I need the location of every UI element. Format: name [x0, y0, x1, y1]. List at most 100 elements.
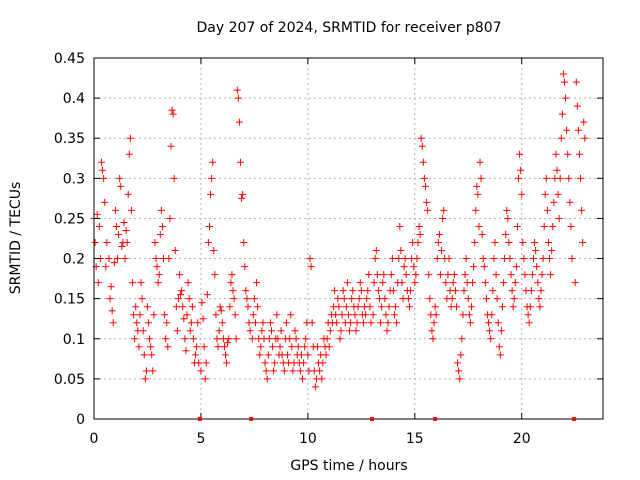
data-point [581, 134, 589, 142]
data-point [157, 206, 165, 214]
gap-marker [433, 417, 438, 421]
y-tick-label: 0.3 [63, 171, 85, 187]
data-point [405, 303, 413, 311]
data-point [169, 110, 177, 118]
data-point [226, 303, 234, 311]
data-point [198, 299, 206, 307]
data-point [392, 303, 400, 311]
data-point [467, 303, 475, 311]
data-point [103, 239, 111, 247]
data-point [146, 335, 154, 343]
data-point [564, 150, 572, 158]
data-point [563, 126, 571, 134]
data-point [371, 255, 379, 263]
data-point [97, 158, 105, 166]
data-point [548, 247, 556, 255]
data-point [419, 158, 427, 166]
data-point [450, 271, 458, 279]
data-point [472, 206, 480, 214]
data-point [170, 174, 178, 182]
data-point [299, 375, 307, 383]
data-point [459, 311, 467, 319]
data-point [559, 70, 567, 78]
data-point [431, 303, 439, 311]
data-point [256, 351, 264, 359]
data-point [543, 206, 551, 214]
data-point [470, 263, 478, 271]
data-point [540, 222, 548, 230]
data-point [166, 214, 174, 222]
data-point [142, 367, 150, 375]
data-point [316, 367, 324, 375]
data-point [213, 335, 221, 343]
data-point [481, 279, 489, 287]
data-point [451, 287, 459, 295]
data-point [209, 158, 217, 166]
data-point [465, 311, 473, 319]
data-point [520, 255, 528, 263]
data-point [410, 263, 418, 271]
data-point [138, 295, 146, 303]
data-point [115, 230, 123, 238]
data-points [90, 70, 589, 391]
data-point [176, 271, 184, 279]
data-point [251, 319, 259, 327]
data-point [121, 255, 129, 263]
data-point [217, 307, 225, 315]
y-tick-label: 0.35 [54, 131, 85, 147]
data-point [212, 311, 220, 319]
gap-marker [249, 417, 254, 421]
data-point [331, 287, 339, 295]
data-point [578, 206, 586, 214]
data-point [227, 279, 235, 287]
data-point [366, 303, 374, 311]
data-point [151, 239, 159, 247]
data-point [367, 319, 375, 327]
data-point [313, 343, 321, 351]
data-point [561, 78, 569, 86]
data-point [188, 303, 196, 311]
data-point [93, 210, 101, 218]
data-point [123, 239, 131, 247]
data-point [372, 247, 380, 255]
data-point [509, 303, 517, 311]
data-point [336, 335, 344, 343]
data-point [574, 126, 582, 134]
data-point [503, 206, 511, 214]
data-point [362, 311, 370, 319]
data-point [479, 255, 487, 263]
data-point [546, 255, 554, 263]
grid [94, 58, 603, 419]
data-point [147, 343, 155, 351]
data-point [326, 327, 334, 335]
data-point [101, 198, 109, 206]
data-point [241, 263, 249, 271]
data-point [580, 118, 588, 126]
data-point [210, 247, 218, 255]
data-point [516, 150, 524, 158]
data-point [380, 271, 388, 279]
data-point [294, 343, 302, 351]
data-point [542, 174, 550, 182]
data-point [547, 271, 555, 279]
data-point [164, 343, 172, 351]
data-point [510, 295, 518, 303]
y-tick-label: 0.45 [54, 51, 85, 67]
data-point [417, 134, 425, 142]
data-point [402, 271, 410, 279]
data-point [130, 311, 138, 319]
y-tick-label: 0.4 [63, 91, 85, 107]
data-point [438, 247, 446, 255]
data-point [111, 206, 119, 214]
data-point [203, 291, 211, 299]
data-point [156, 230, 164, 238]
data-point [383, 327, 391, 335]
data-point [566, 198, 574, 206]
data-point [216, 303, 224, 311]
data-point [521, 271, 529, 279]
data-point [273, 311, 281, 319]
data-point [541, 190, 549, 198]
data-point [238, 194, 246, 202]
